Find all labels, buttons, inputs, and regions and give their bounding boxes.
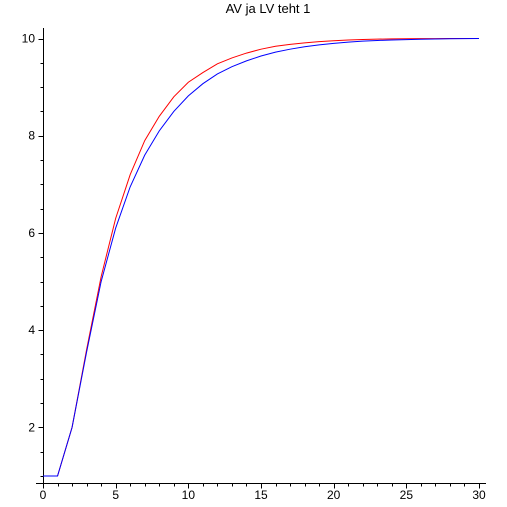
y-tick-label: 6 [28,226,35,240]
x-tick-label: 15 [254,488,268,502]
y-tick-label: 8 [28,129,35,143]
x-tick-label: 5 [112,488,119,502]
x-tick-label: 25 [400,488,414,502]
series-line-1 [43,38,479,477]
x-tick-label: 20 [327,488,341,502]
chart-title: AV ja LV teht 1 [226,1,311,16]
x-tick-label: 10 [182,488,196,502]
series-line-2 [43,38,480,477]
y-tick-label: 10 [22,32,36,46]
x-tick-label: 30 [472,488,486,502]
y-tick-label: 4 [28,323,35,337]
y-tick-label: 2 [28,420,35,434]
series-layer [43,38,480,477]
axes: 0 5 10 15 20 25 30 2 4 6 8 10 [22,28,486,502]
x-tick-label: 0 [40,488,47,502]
